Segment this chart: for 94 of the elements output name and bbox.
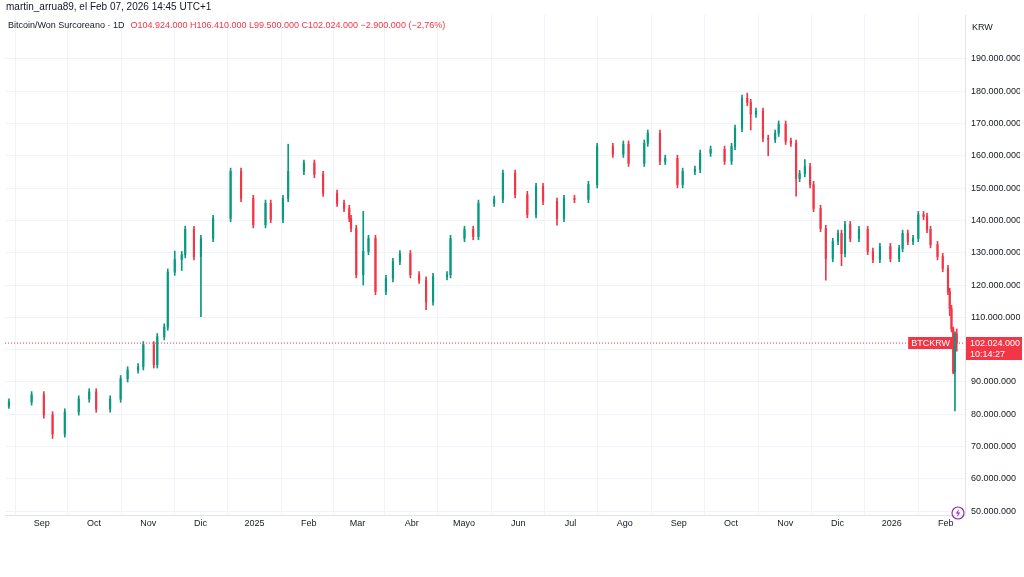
candlestick — [936, 241, 939, 261]
candlestick — [449, 234, 452, 279]
x-tick-label: Sep — [670, 517, 687, 528]
candlestick — [627, 140, 630, 167]
candlestick — [63, 408, 66, 438]
candlestick — [173, 250, 176, 276]
candlestick — [374, 234, 377, 296]
candlestick — [840, 229, 843, 266]
x-tick-label: Oct — [87, 517, 102, 528]
text: 10:14:27 — [970, 348, 1006, 359]
candlestick — [622, 140, 625, 158]
candlestick — [889, 243, 892, 263]
candlestick — [812, 181, 815, 213]
x-tick-label: Sep — [33, 517, 50, 528]
candlestick — [199, 234, 203, 318]
x-tick-label: Nov — [777, 517, 794, 528]
y-tick-label: 160.000.000 — [971, 150, 1022, 161]
candlestick — [77, 395, 80, 416]
x-tick-label: Ago — [616, 517, 633, 528]
candlestick — [472, 225, 475, 241]
y-tick-label: 130.000.000 — [971, 247, 1022, 258]
y-tick-label: 190.000.000 — [971, 53, 1022, 64]
candlestick — [849, 221, 852, 243]
y-tick-label: 70.000.000 — [971, 441, 1017, 452]
candlestick — [477, 199, 480, 241]
candlestick — [643, 139, 646, 167]
x-tick-label: 2025 — [244, 517, 265, 528]
text: 102.024.000 — [970, 337, 1021, 348]
x-tick-label: Dic — [831, 517, 845, 528]
y-tick-label: 170.000.000 — [971, 118, 1022, 129]
candlestick — [463, 225, 466, 243]
candlestick — [163, 323, 166, 341]
ref-line-label: BTCKRW — [911, 337, 951, 348]
y-tick-label: 90.000.000 — [971, 376, 1017, 387]
chart-subtitle: martin_arrua89, el Feb 07, 2026 14:45 UTC+1 — [6, 1, 212, 12]
x-tick-label: Mayo — [453, 517, 476, 528]
y-tick-label: 60.000.000 — [971, 473, 1017, 484]
x-tick-label: Feb — [300, 517, 317, 528]
y-tick-label: 140.000.000 — [971, 214, 1022, 225]
candlestick — [573, 194, 576, 203]
candlestick — [142, 341, 145, 371]
candlestick — [362, 211, 365, 286]
y-tick-label: 50.000.000 — [971, 505, 1017, 516]
y-tick-label: 150.000.000 — [971, 182, 1022, 193]
candlestick — [831, 237, 834, 263]
candlestick — [866, 225, 869, 255]
candlestick — [723, 145, 726, 165]
candlestick — [777, 120, 780, 137]
candlestick — [798, 170, 801, 182]
candlestick — [252, 194, 255, 229]
candlestick — [51, 411, 54, 439]
candlestick — [901, 229, 904, 253]
x-tick-label: Nov — [140, 517, 157, 528]
candlestick — [409, 250, 412, 279]
candlestick — [676, 154, 679, 189]
x-tick-label: 2026 — [881, 517, 902, 528]
candlestick — [917, 211, 920, 243]
candlestick — [824, 224, 827, 281]
candlestick — [784, 120, 787, 145]
x-tick-label: Jun — [510, 517, 526, 528]
x-tick-label: Mar — [349, 517, 366, 528]
x-tick-label: Abr — [404, 517, 419, 528]
y-tick-label: 120.000.000 — [971, 279, 1022, 290]
x-tick-label: Feb — [938, 517, 954, 528]
x-tick-label: Jul — [564, 517, 577, 528]
candlestick — [126, 366, 129, 383]
candlestick — [229, 167, 232, 223]
candlestick — [119, 375, 122, 403]
candlestick — [367, 234, 370, 255]
candlestick — [264, 199, 267, 229]
candlestick — [709, 145, 712, 157]
x-tick-label: Oct — [724, 517, 739, 528]
candlestick — [646, 129, 649, 147]
candlestick — [941, 253, 944, 273]
candlestick — [287, 143, 290, 203]
candlestick — [156, 333, 159, 369]
candlestick — [526, 191, 529, 219]
y-tick-label: 180.000.000 — [971, 85, 1022, 96]
y-tick-label: 110.000.000 — [971, 311, 1021, 322]
candlestick — [767, 134, 770, 157]
candlestick — [681, 167, 684, 189]
y-axis-title: KRW — [972, 22, 993, 32]
candlestick — [166, 268, 169, 331]
x-tick-label: Dic — [193, 517, 208, 528]
candlestick — [269, 199, 272, 224]
annotation: O104.924.000 H106.410.000 L99.500.000 C102.024.000 −2.900.000 (−2,76%) — [130, 20, 446, 30]
candlestick — [664, 154, 667, 165]
text: Bitcoin/Won Surcoreano · 1D — [8, 20, 125, 30]
y-tick-label: 80.000.000 — [971, 408, 1017, 419]
candlestick — [587, 181, 590, 203]
candlestick — [746, 92, 749, 107]
candlestick — [313, 159, 316, 179]
candlestick — [819, 204, 822, 233]
candlestick — [355, 224, 358, 279]
